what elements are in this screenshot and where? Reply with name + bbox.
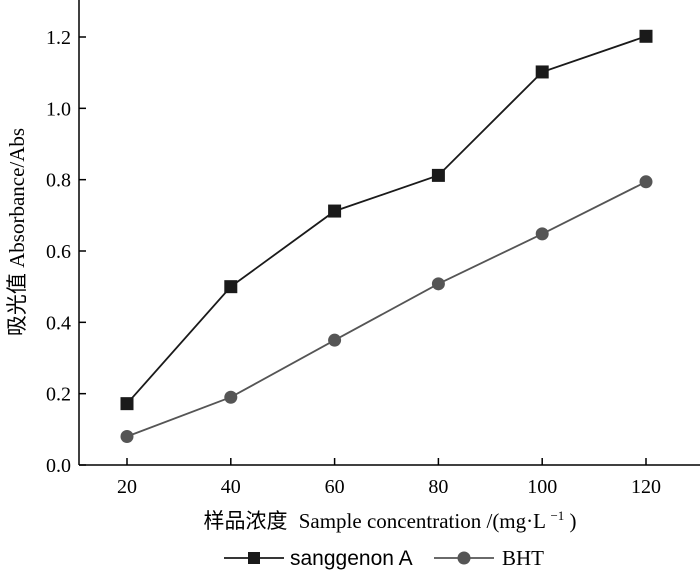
data-point-circle [224,390,238,404]
x-tick-label: 60 [325,476,345,498]
legend-marker-square [248,552,260,564]
y-tick-label: 0.6 [46,241,71,263]
x-axis-title-unit-sup: −1 [550,508,564,523]
data-point-circle [328,333,342,347]
y-axis-title: 吸光值 Absorbance/Abs [5,128,29,336]
x-tick-label: 100 [527,476,557,498]
data-point-circle [120,429,134,443]
x-tick-label: 20 [117,476,137,498]
data-point-square [224,280,238,294]
x-axis-title-cn: 样品浓度 [203,509,287,533]
legend-marker-circle [457,551,471,565]
y-tick-label: 0.2 [46,384,71,406]
y-ticks: 0.0 0.2 0.4 0.6 0.8 1.0 1.2 [46,27,86,477]
x-tick-label: 40 [221,476,241,498]
data-point-square [431,168,445,182]
data-point-square [639,29,653,43]
x-axis-title-en: Sample concentration [299,509,482,533]
y-tick-label: 0.4 [46,312,71,334]
legend: sanggenon A BHT [224,546,544,570]
data-point-square [328,204,342,218]
data-point-circle [535,227,549,241]
x-axis-title-unit: /(mg·L [486,509,545,533]
y-tick-label: 1.2 [46,27,71,49]
x-tick-label: 80 [428,476,448,498]
y-tick-label: 1.0 [46,98,71,120]
series-line-bht [126,180,647,438]
legend-item-sanggenon-a: sanggenon A [224,547,413,570]
series-lines [126,35,647,438]
legend-label-bht: BHT [502,546,544,570]
x-axis-title-unit-close: ) [570,509,577,533]
x-tick-label: 120 [631,476,661,498]
data-point-square [535,65,549,79]
axes [78,0,700,466]
y-tick-label: 0.8 [46,170,71,192]
series-line-sanggenon-a [126,35,647,405]
data-point-circle [639,175,653,189]
y-tick-label: 0.0 [46,455,71,477]
data-point-circle [431,277,445,291]
x-axis-title: 样品浓度 Sample concentration /(mg·L −1 ) [203,501,576,533]
x-ticks: 20 40 60 80 100 120 [117,458,661,498]
legend-label-sanggenon-a: sanggenon A [290,547,413,570]
data-point-square [120,397,134,411]
legend-item-bht: BHT [434,546,544,570]
series-markers [120,29,653,443]
